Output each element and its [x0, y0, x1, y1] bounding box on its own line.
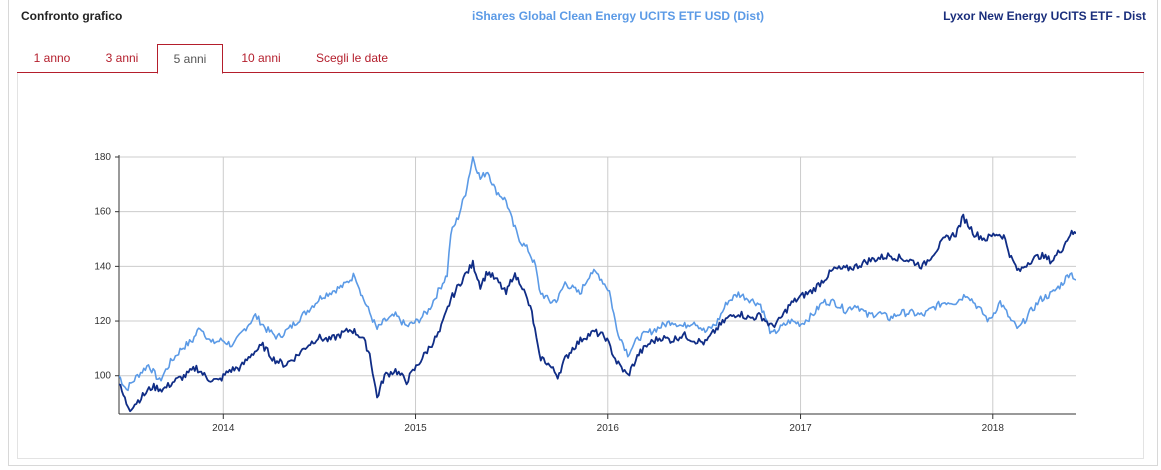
panel-header: Confronto grafico iShares Global Clean E…: [8, 0, 1158, 30]
period-tabs: 1 anno 3 anni 5 anni 10 anni Scegli le d…: [17, 44, 1144, 74]
tab-10-years[interactable]: 10 anni: [241, 51, 281, 65]
x-tick-label: 2015: [404, 423, 427, 434]
tab-5-years[interactable]: 5 anni: [157, 44, 223, 74]
series2-legend-label: Lyxor New Energy UCITS ETF - Dist: [943, 9, 1146, 23]
x-tick-label: 2016: [597, 423, 620, 434]
line-chart: 100 120 140 160 180 2014 2015 2016 2017 2018: [94, 152, 1076, 434]
y-tick-label: 160: [94, 207, 111, 218]
series-line-1: [119, 156, 1076, 392]
series-line-2: [119, 213, 1076, 413]
chart-panel: [8, 0, 1158, 466]
series1-legend-label: iShares Global Clean Energy UCITS ETF US…: [472, 9, 765, 23]
x-tick-label: 2017: [789, 423, 812, 434]
tab-3-years[interactable]: 3 anni: [105, 51, 139, 65]
x-tick-label: 2018: [982, 423, 1005, 434]
panel-title: Confronto grafico: [21, 9, 123, 23]
chart-area: 100 120 140 160 180 2014 2015 2016 2017 2018: [17, 73, 1144, 459]
y-tick-label: 140: [94, 261, 111, 272]
y-tick-label: 120: [94, 316, 111, 327]
tab-1-year[interactable]: 1 anno: [33, 51, 71, 65]
y-tick-label: 100: [94, 371, 111, 382]
x-tick-label: 2014: [212, 423, 235, 434]
tab-choose-dates[interactable]: Scegli le date: [315, 51, 389, 65]
y-tick-label: 180: [94, 152, 111, 163]
